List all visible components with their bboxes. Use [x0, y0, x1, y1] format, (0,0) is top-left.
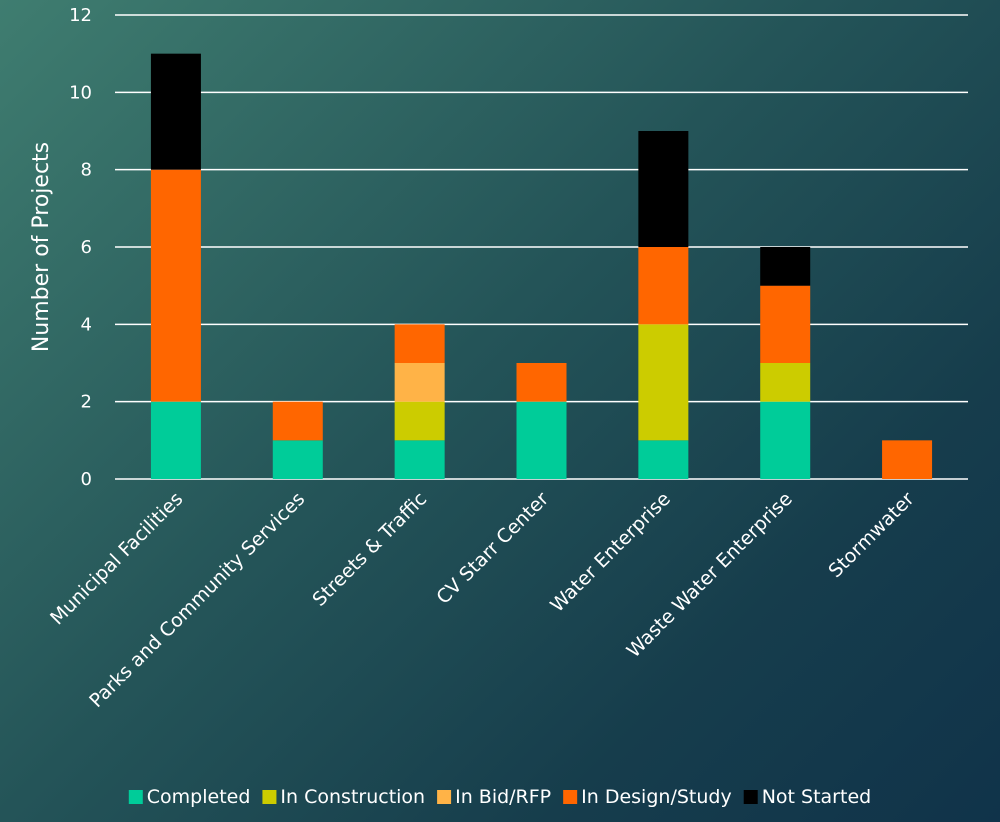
bars: [150, 53, 933, 479]
bar-segment: [638, 247, 689, 325]
bar-segment: [394, 440, 445, 479]
legend-label: In Construction: [280, 786, 425, 808]
category-label: Municipal Facilities: [46, 488, 187, 629]
bar-segment: [272, 401, 323, 441]
y-tick-label: 2: [81, 392, 92, 413]
legend-swatch: [563, 790, 578, 804]
category-label: Streets & Traffic: [308, 488, 431, 611]
bar-segment: [516, 401, 567, 479]
category-label: Water Enterprise: [546, 488, 675, 617]
legend-item: Completed: [128, 786, 251, 808]
legend: Completed In Construction In Bid/RFP In Des…: [128, 786, 872, 808]
y-tick-label: 12: [69, 5, 92, 26]
category-label: Parks and Community Services: [85, 488, 309, 712]
bar-segment: [272, 440, 323, 479]
legend-item: In Bid/RFP: [437, 786, 551, 808]
y-axis-label: Number of Projects: [29, 142, 54, 352]
legend-item: Not Started: [743, 786, 872, 808]
legend-label: In Bid/RFP: [455, 786, 551, 808]
legend-label: Not Started: [762, 786, 872, 808]
y-tick-label: 8: [81, 160, 92, 181]
y-tick-label: 10: [69, 82, 92, 103]
category-label: CV Starr Center: [432, 488, 553, 609]
bar-segment: [394, 324, 445, 363]
bar-segment: [760, 401, 811, 479]
bar-segment: [150, 53, 201, 170]
bar-segment: [760, 363, 811, 402]
legend-swatch: [743, 790, 758, 804]
y-tick-label: 0: [81, 469, 92, 490]
legend-swatch: [262, 790, 277, 804]
bar-segment: [150, 169, 201, 402]
legend-swatch: [437, 790, 452, 804]
bar-segment: [760, 285, 811, 363]
legend-label: In Design/Study: [581, 786, 732, 808]
bar-segment: [638, 324, 689, 441]
legend-swatch: [128, 790, 143, 804]
gridlines: [115, 14, 968, 480]
bar-segment: [882, 440, 933, 479]
bar-segment: [638, 131, 689, 247]
bar-segment: [760, 247, 811, 286]
bar-segment: [394, 363, 445, 402]
legend-label: Completed: [147, 786, 251, 808]
y-tick-label: 4: [81, 314, 92, 335]
y-tick-labels: 0 2 4 6 8 10 12: [69, 5, 92, 490]
bar-segment: [394, 401, 445, 441]
y-tick-label: 6: [81, 237, 92, 258]
bar-segment: [516, 363, 567, 402]
category-label: Stormwater: [824, 488, 918, 582]
legend-item: In Design/Study: [563, 786, 732, 808]
legend-item: In Construction: [262, 786, 425, 808]
bar-segment: [638, 440, 689, 479]
bar-segment: [150, 401, 201, 479]
